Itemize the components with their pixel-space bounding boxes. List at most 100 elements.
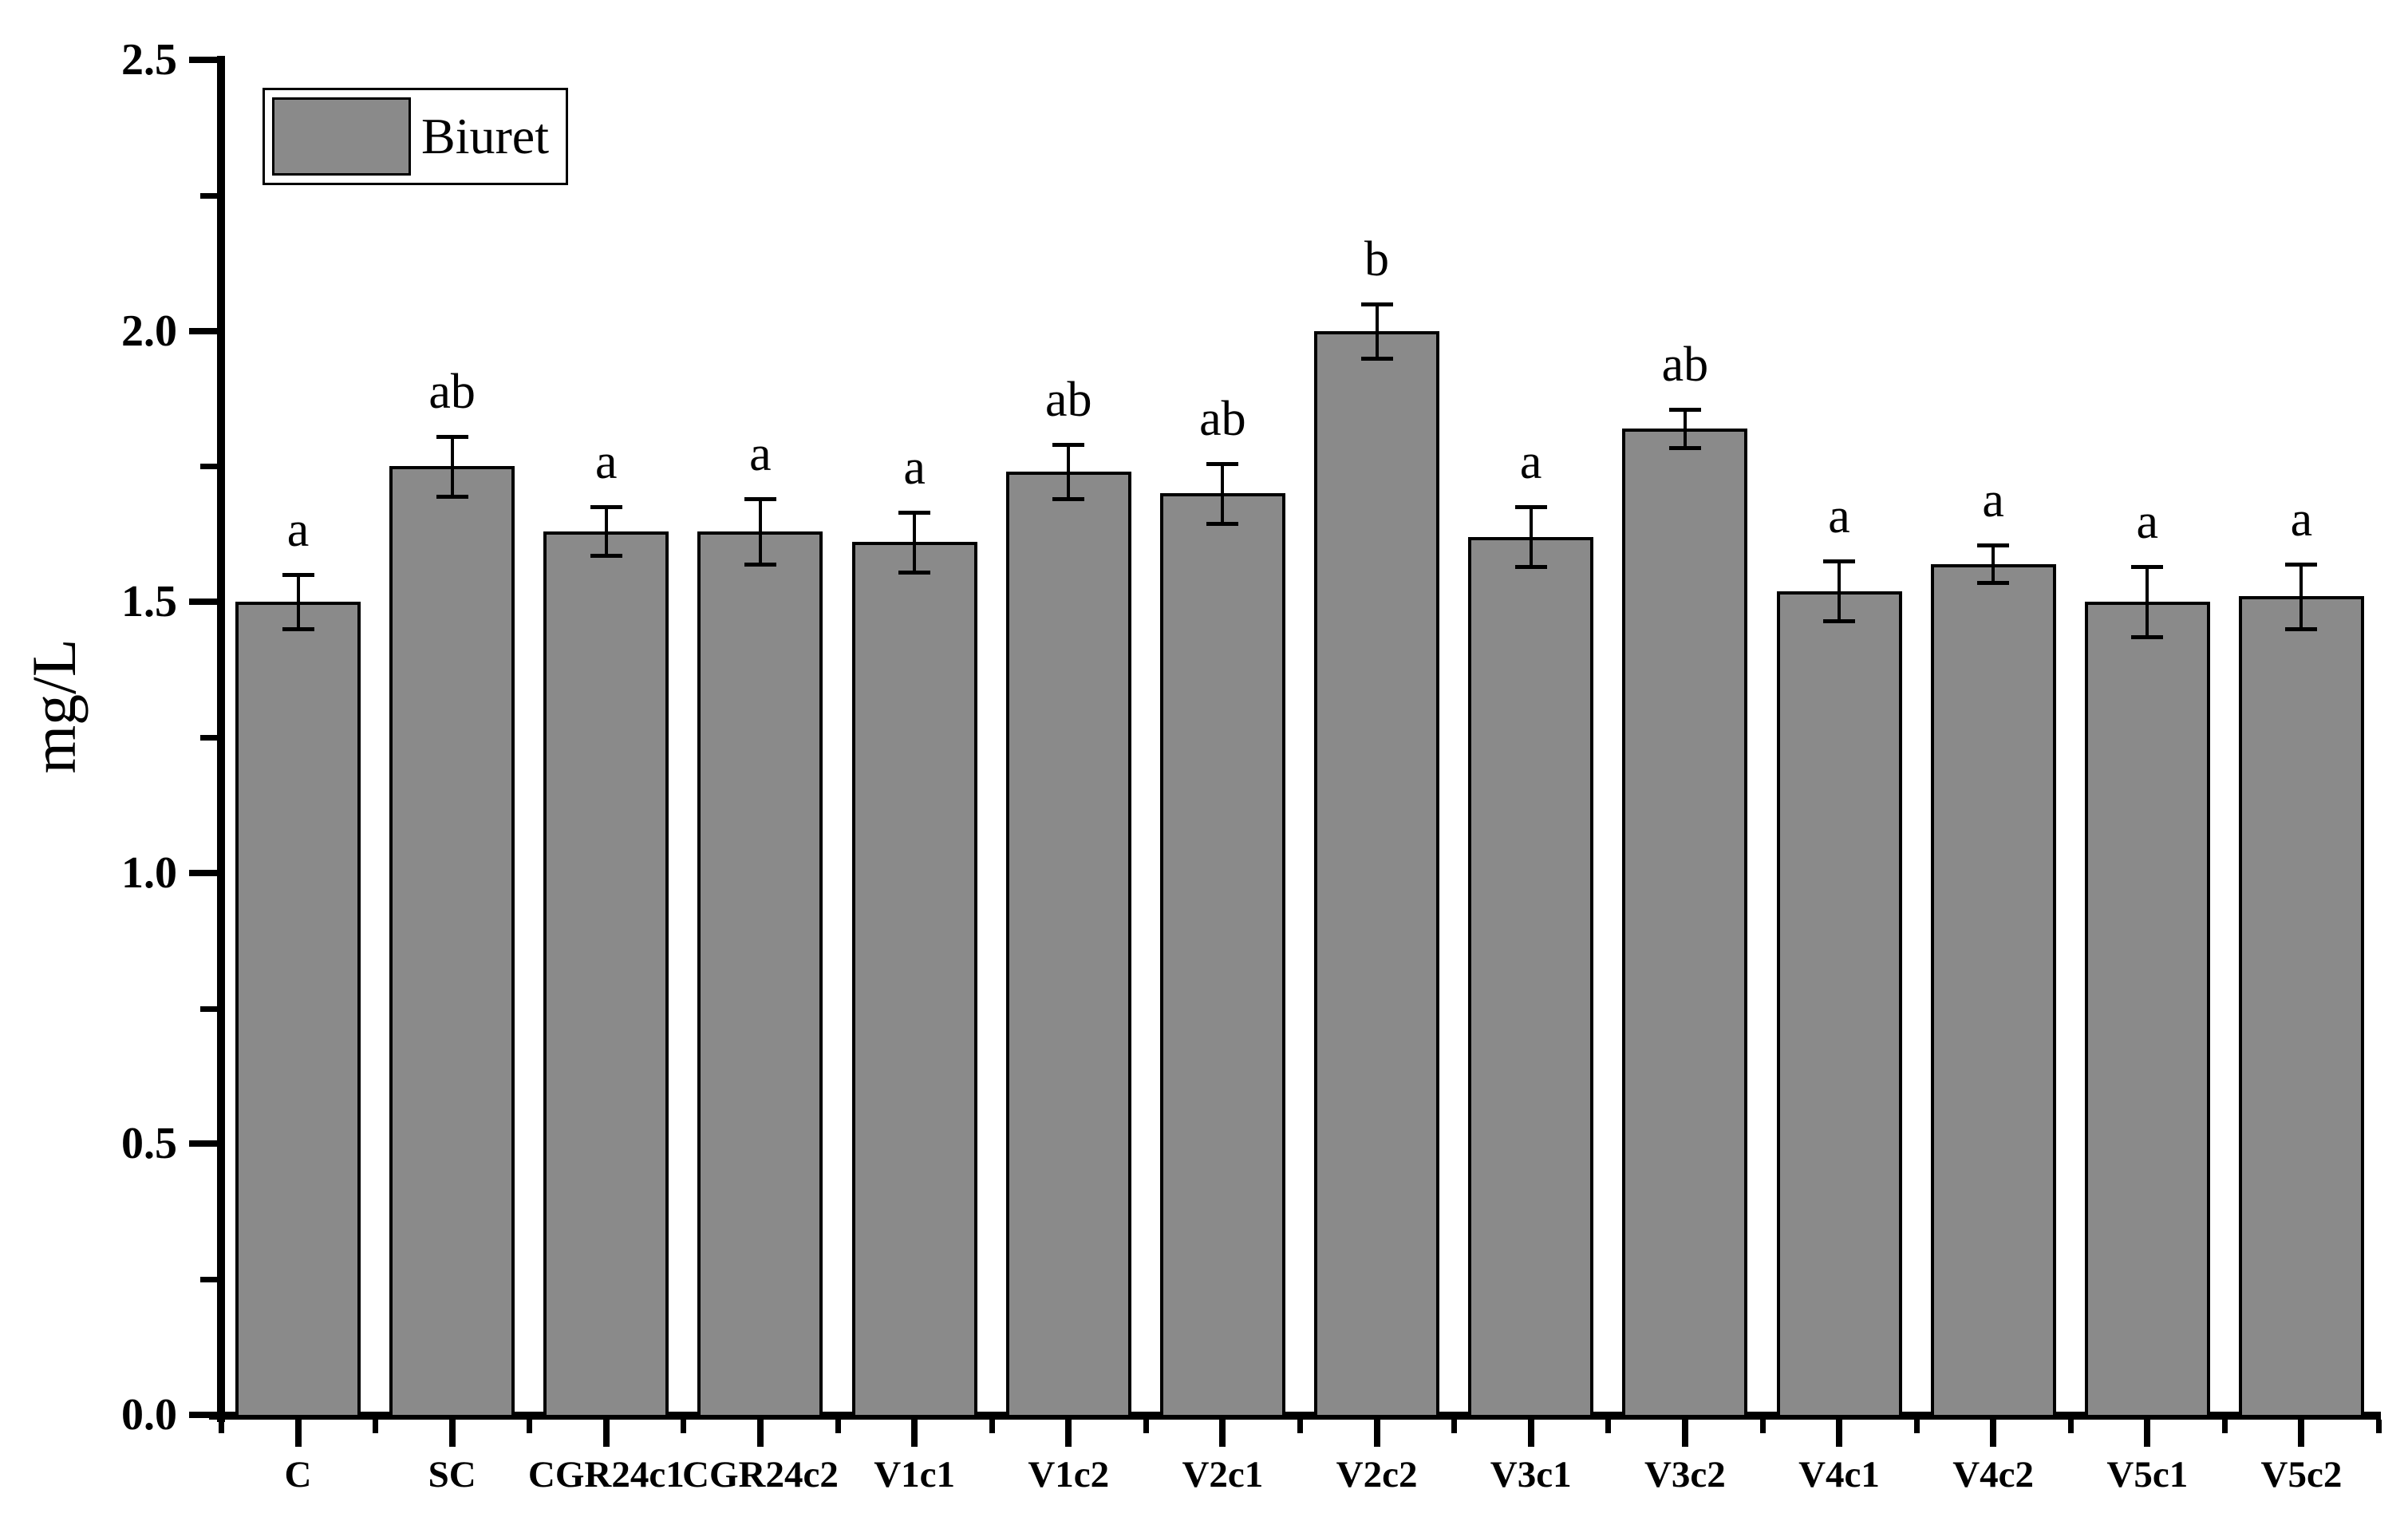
error-bar-cap-top [1823,559,1855,564]
x-major-tick [1527,1420,1534,1447]
sig-letter-CGR24c1: a [595,435,618,490]
x-major-tick [1373,1420,1380,1447]
sig-letter-V4c1: a [1828,489,1850,544]
error-bar-cap-bottom [1977,581,2010,586]
bar-C [235,602,361,1418]
error-bar-cap-top [1977,543,2010,547]
error-bar-cap-top [744,497,776,502]
error-bar-line [1375,303,1379,358]
y-minor-tick [200,1277,218,1283]
error-bar-cap-bottom [898,570,931,575]
bar-V3c1 [1468,536,1594,1418]
error-bar-line [1529,507,1533,567]
x-tick-label-V4c2: V4c2 [1952,1454,2035,1495]
error-bar-cap-top [1668,408,1701,413]
x-tick-label-SC: SC [428,1454,476,1495]
y-tick-label: 2.5 [121,35,177,85]
x-major-tick [1681,1420,1688,1447]
error-bar-cap-top [282,573,314,578]
x-tick-label-CGR24c2: CGR24c2 [682,1454,839,1495]
x-tick-label-V4c1: V4c1 [1798,1454,1880,1495]
x-tick-label-CGR24c1: CGR24c1 [527,1454,685,1495]
error-bar-cap-bottom [1052,497,1085,502]
bar-V3c2 [1622,428,1748,1418]
x-minor-tick [1143,1420,1149,1433]
y-major-tick [189,57,218,63]
sig-letter-V3c1: a [1519,435,1542,490]
x-major-tick [602,1420,610,1447]
error-bar-cap-top [590,505,622,510]
y-tick-label: 1.0 [121,847,177,898]
x-tick-label-C: C [284,1454,312,1495]
error-bar-cap-bottom [2285,627,2318,632]
error-bar-cap-bottom [1206,521,1239,526]
bar-CGR24c2 [697,531,823,1418]
y-axis-title: mg/L [19,638,89,774]
y-tick-label: 1.5 [121,577,177,627]
error-bar-cap-top [2131,565,2164,570]
error-bar-cap-bottom [2131,635,2164,640]
error-bar-cap-bottom [436,494,468,499]
x-minor-tick [1451,1420,1458,1433]
y-major-tick [189,1140,218,1148]
error-bar-cap-top [436,435,468,440]
sig-letter-SC: ab [428,365,476,420]
x-major-tick [448,1420,456,1447]
error-bar-line [1067,444,1071,500]
sig-letter-V2c2: b [1364,231,1390,286]
x-minor-tick [1913,1420,1920,1433]
error-bar-line [1992,544,1995,583]
bar-SC [389,466,515,1418]
error-bar-cap-bottom [590,554,622,559]
legend-label: Biuret [421,108,549,164]
bar-CGR24c1 [543,531,669,1418]
bar-V1c2 [1005,472,1131,1418]
bar-V4c2 [1930,563,2056,1418]
x-minor-tick [1297,1420,1304,1433]
x-tick-label-V5c1: V5c1 [2106,1454,2189,1495]
sig-letter-V1c1: a [903,440,926,496]
x-minor-tick [989,1420,995,1433]
y-tick-label: 2.0 [121,306,177,356]
y-minor-tick [200,1005,218,1012]
error-bar-cap-top [1206,462,1239,466]
x-minor-tick [527,1420,533,1433]
y-major-tick [189,869,218,876]
legend-swatch-biuret [272,97,411,176]
error-bar-cap-top [1052,443,1085,448]
x-major-tick [2144,1420,2151,1447]
bar-V5c1 [2084,602,2210,1418]
x-minor-tick [1605,1420,1612,1433]
x-minor-tick [373,1420,379,1433]
error-bar-line [913,512,917,572]
error-bar-cap-bottom [1514,565,1547,570]
error-bar-cap-top [2285,562,2318,567]
error-bar-cap-bottom [1668,445,1701,450]
y-tick-label: 0.0 [121,1390,177,1440]
error-bar-line [2299,563,2303,630]
bar-V5c2 [2238,596,2364,1418]
x-minor-tick [835,1420,841,1433]
sig-letter-V4c2: a [1982,472,2004,527]
x-minor-tick [2221,1420,2228,1433]
y-axis-line [217,56,225,1422]
x-tick-label-V3c2: V3c2 [1644,1454,1726,1495]
x-major-tick [1219,1420,1226,1447]
y-minor-tick [200,464,218,470]
x-major-tick [294,1420,302,1447]
sig-letter-V5c1: a [2136,495,2159,550]
error-bar-cap-bottom [1823,618,1855,623]
error-bar-line [758,499,762,564]
x-tick-label-V2c1: V2c1 [1182,1454,1264,1495]
bar-V2c1 [1159,493,1285,1418]
legend: Biuret [263,88,568,185]
bar-V1c1 [851,542,977,1418]
x-major-tick [911,1420,918,1447]
error-bar-cap-bottom [744,562,776,567]
sig-letter-CGR24c2: a [749,427,772,482]
x-major-tick [2298,1420,2305,1447]
error-bar-line [296,575,300,630]
sig-letter-V2c1: ab [1199,392,1246,446]
x-tick-label-V1c2: V1c2 [1028,1454,1110,1495]
